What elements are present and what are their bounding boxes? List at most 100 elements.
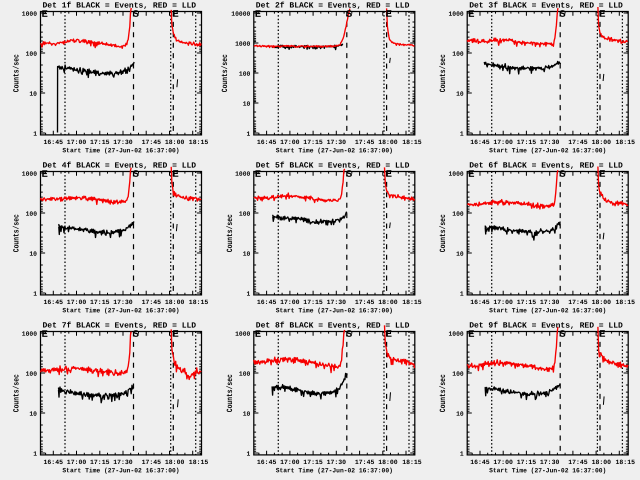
svg-text:Counts/sec: Counts/sec	[226, 214, 235, 252]
svg-text:18:15: 18:15	[189, 299, 209, 306]
svg-text:17:45: 17:45	[142, 139, 162, 146]
svg-text:17:00: 17:00	[280, 139, 300, 146]
svg-text:Det 8f BLACK = Events, RED = L: Det 8f BLACK = Events, RED = LLD	[256, 322, 410, 331]
svg-text:Counts/sec: Counts/sec	[13, 214, 22, 252]
svg-text:1: 1	[33, 291, 37, 298]
svg-text:Det 5f BLACK = Events, RED = L: Det 5f BLACK = Events, RED = LLD	[256, 162, 410, 171]
svg-text:E: E	[599, 10, 605, 21]
svg-text:18:15: 18:15	[616, 139, 636, 146]
svg-text:10: 10	[29, 251, 37, 258]
svg-text:17:15: 17:15	[90, 299, 110, 306]
svg-text:1000: 1000	[22, 11, 37, 18]
svg-text:17:30: 17:30	[327, 139, 347, 146]
svg-text:1000: 1000	[448, 331, 463, 338]
svg-text:E: E	[41, 330, 47, 341]
svg-text:18:15: 18:15	[402, 459, 422, 466]
svg-text:1000: 1000	[448, 11, 463, 18]
svg-text:100: 100	[26, 51, 38, 58]
svg-text:16:45: 16:45	[470, 139, 490, 146]
svg-text:17:45: 17:45	[355, 139, 375, 146]
svg-text:16:45: 16:45	[470, 459, 490, 466]
svg-text:17:30: 17:30	[113, 299, 133, 306]
svg-text:1: 1	[460, 131, 464, 138]
svg-text:17:15: 17:15	[303, 139, 323, 146]
svg-text:1000: 1000	[235, 171, 250, 178]
svg-text:Det 3f BLACK = Events, RED = L: Det 3f BLACK = Events, RED = LLD	[469, 2, 623, 11]
svg-text:16:45: 16:45	[257, 299, 277, 306]
svg-text:17:45: 17:45	[568, 459, 588, 466]
svg-text:S: S	[133, 10, 139, 21]
svg-text:17:15: 17:15	[90, 139, 110, 146]
svg-text:Counts/sec: Counts/sec	[13, 54, 22, 92]
svg-text:S: S	[559, 330, 565, 341]
svg-text:Start Time (27-Jun-02 16:37:00: Start Time (27-Jun-02 16:37:00)	[62, 467, 179, 474]
svg-text:10: 10	[29, 411, 37, 418]
svg-text:Start Time (27-Jun-02 16:37:00: Start Time (27-Jun-02 16:37:00)	[489, 467, 606, 474]
svg-text:17:00: 17:00	[493, 299, 513, 306]
svg-text:17:45: 17:45	[142, 459, 162, 466]
svg-text:S: S	[559, 10, 565, 21]
svg-text:17:45: 17:45	[142, 299, 162, 306]
svg-text:E: E	[386, 170, 392, 181]
svg-text:1: 1	[460, 291, 464, 298]
svg-text:16:45: 16:45	[470, 299, 490, 306]
svg-text:S: S	[133, 330, 139, 341]
svg-text:17:30: 17:30	[327, 459, 347, 466]
svg-text:18:15: 18:15	[189, 459, 209, 466]
svg-text:17:00: 17:00	[67, 459, 87, 466]
svg-text:Counts/sec: Counts/sec	[13, 374, 22, 412]
svg-text:10: 10	[243, 251, 251, 258]
svg-text:17:00: 17:00	[493, 459, 513, 466]
svg-text:17:15: 17:15	[90, 459, 110, 466]
svg-text:E: E	[599, 330, 605, 341]
svg-text:Counts/sec: Counts/sec	[226, 374, 235, 412]
svg-text:17:30: 17:30	[113, 139, 133, 146]
svg-text:17:30: 17:30	[540, 299, 560, 306]
svg-text:1000: 1000	[235, 331, 250, 338]
svg-text:Start Time (27-Jun-02 16:37:00: Start Time (27-Jun-02 16:37:00)	[276, 147, 393, 154]
svg-text:Det 2f BLACK = Events, RED = L: Det 2f BLACK = Events, RED = LLD	[256, 2, 410, 11]
svg-text:Start Time (27-Jun-02 16:37:00: Start Time (27-Jun-02 16:37:00)	[62, 307, 179, 314]
svg-text:18:15: 18:15	[189, 139, 209, 146]
svg-text:1: 1	[33, 451, 37, 458]
svg-text:10: 10	[456, 411, 464, 418]
svg-text:S: S	[346, 330, 352, 341]
svg-text:18:00: 18:00	[165, 299, 185, 306]
svg-text:17:45: 17:45	[355, 299, 375, 306]
svg-text:Det 9f BLACK = Events, RED = L: Det 9f BLACK = Events, RED = LLD	[469, 322, 623, 331]
svg-text:17:45: 17:45	[568, 299, 588, 306]
svg-text:1000: 1000	[235, 41, 250, 48]
svg-text:Start Time (27-Jun-02 16:37:00: Start Time (27-Jun-02 16:37:00)	[276, 307, 393, 314]
svg-text:17:00: 17:00	[67, 139, 87, 146]
svg-text:10: 10	[243, 101, 251, 108]
svg-text:E: E	[468, 330, 474, 341]
svg-text:17:15: 17:15	[517, 299, 537, 306]
svg-text:S: S	[559, 170, 565, 181]
svg-text:E: E	[255, 170, 261, 181]
svg-text:100: 100	[452, 211, 464, 218]
svg-text:17:30: 17:30	[540, 459, 560, 466]
svg-text:Det 4f BLACK = Events, RED = L: Det 4f BLACK = Events, RED = LLD	[42, 162, 196, 171]
svg-text:18:00: 18:00	[592, 459, 612, 466]
svg-text:10000: 10000	[231, 11, 250, 18]
svg-text:E: E	[255, 10, 261, 21]
svg-text:1: 1	[246, 131, 250, 138]
svg-text:17:45: 17:45	[568, 139, 588, 146]
svg-text:16:45: 16:45	[44, 139, 64, 146]
svg-text:Det 7f BLACK = Events, RED = L: Det 7f BLACK = Events, RED = LLD	[42, 322, 196, 331]
svg-text:18:00: 18:00	[378, 459, 398, 466]
svg-text:Counts/sec: Counts/sec	[439, 374, 448, 412]
svg-text:17:00: 17:00	[280, 459, 300, 466]
svg-text:1: 1	[246, 451, 250, 458]
svg-text:Counts/sec: Counts/sec	[439, 214, 448, 252]
svg-text:Start Time (27-Jun-02 16:37:00: Start Time (27-Jun-02 16:37:00)	[62, 147, 179, 154]
svg-text:E: E	[599, 170, 605, 181]
svg-text:Det 1f BLACK = Events, RED = L: Det 1f BLACK = Events, RED = LLD	[42, 2, 196, 11]
svg-text:100: 100	[239, 71, 251, 78]
svg-text:10: 10	[456, 91, 464, 98]
svg-text:S: S	[346, 10, 352, 21]
svg-text:17:15: 17:15	[303, 459, 323, 466]
svg-text:16:45: 16:45	[44, 299, 64, 306]
svg-text:Start Time (27-Jun-02 16:37:00: Start Time (27-Jun-02 16:37:00)	[489, 147, 606, 154]
svg-text:18:00: 18:00	[165, 459, 185, 466]
